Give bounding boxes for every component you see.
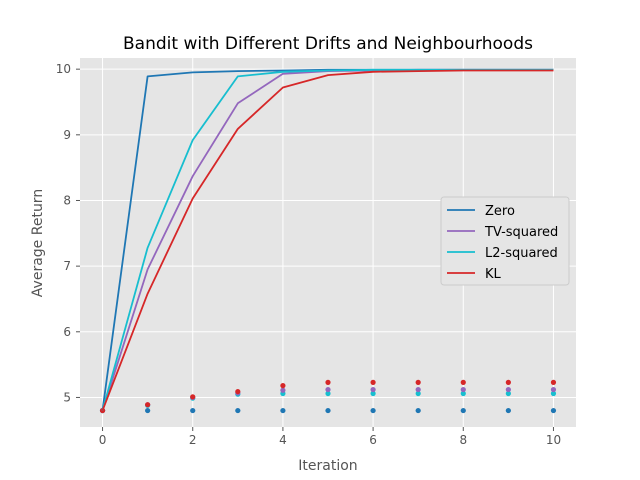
dot-marker bbox=[460, 390, 466, 397]
dot-marker bbox=[505, 390, 511, 397]
dot-marker bbox=[325, 407, 331, 414]
legend-label: TV-squared bbox=[484, 225, 558, 240]
dot-marker bbox=[415, 390, 421, 397]
dot-marker bbox=[415, 379, 421, 385]
dot-marker bbox=[145, 407, 151, 414]
y-tick-label: 6 bbox=[63, 325, 71, 339]
dot-markers bbox=[99, 379, 557, 414]
x-tick-label: 0 bbox=[99, 433, 107, 447]
y-axis-label: Average Return bbox=[30, 189, 46, 297]
dot-marker bbox=[370, 390, 376, 397]
series-line-kl bbox=[101, 69, 554, 411]
series-lines bbox=[101, 68, 554, 411]
dot-marker bbox=[325, 386, 331, 393]
dot-marker bbox=[550, 379, 557, 385]
dot-marker bbox=[190, 407, 196, 414]
legend-label: Zero bbox=[485, 204, 515, 219]
x-axis-label: Iteration bbox=[298, 458, 357, 474]
dot-marker bbox=[370, 379, 376, 385]
dot-marker bbox=[370, 386, 376, 393]
x-tick-label: 2 bbox=[189, 433, 197, 447]
dot-marker bbox=[280, 407, 286, 414]
y-tick-label: 5 bbox=[63, 390, 71, 404]
dot-marker bbox=[550, 407, 557, 414]
dot-marker bbox=[505, 379, 511, 385]
dot-marker bbox=[235, 407, 241, 414]
y-tick-label: 10 bbox=[56, 62, 71, 76]
legend: Zero TV-squared L2-squared KL bbox=[440, 196, 570, 286]
chart-title: Bandit with Different Drifts and Neighbo… bbox=[123, 34, 533, 54]
y-tick-label: 9 bbox=[63, 128, 71, 142]
x-tick-label: 4 bbox=[279, 433, 287, 447]
dot-marker bbox=[145, 402, 151, 408]
dot-marker bbox=[280, 383, 286, 389]
dot-marker bbox=[190, 394, 196, 400]
dot-marker bbox=[550, 390, 557, 397]
x-axis-ticks: 0 2 4 6 8 10 bbox=[99, 427, 561, 447]
dot-marker bbox=[325, 379, 331, 385]
dot-marker bbox=[280, 387, 286, 393]
y-tick-label: 7 bbox=[63, 259, 71, 273]
legend-label: L2-squared bbox=[485, 246, 558, 261]
dot-marker bbox=[460, 407, 466, 414]
dot-marker bbox=[235, 388, 241, 395]
dot-marker bbox=[370, 407, 376, 414]
x-tick-label: 6 bbox=[369, 433, 377, 447]
dot-marker bbox=[460, 379, 466, 385]
x-tick-label: 10 bbox=[546, 433, 561, 447]
dot-marker bbox=[415, 407, 421, 414]
y-tick-label: 8 bbox=[63, 193, 71, 207]
y-axis-ticks: 5 6 7 8 9 10 bbox=[56, 62, 80, 404]
x-tick-label: 8 bbox=[459, 433, 467, 447]
dot-marker bbox=[325, 390, 331, 397]
legend-label: KL bbox=[485, 267, 502, 282]
dot-marker bbox=[505, 407, 511, 414]
legend-box bbox=[440, 196, 570, 286]
dot-marker bbox=[505, 386, 511, 393]
dot-marker bbox=[460, 386, 466, 393]
dot-marker bbox=[415, 386, 421, 393]
dot-marker bbox=[550, 386, 557, 393]
